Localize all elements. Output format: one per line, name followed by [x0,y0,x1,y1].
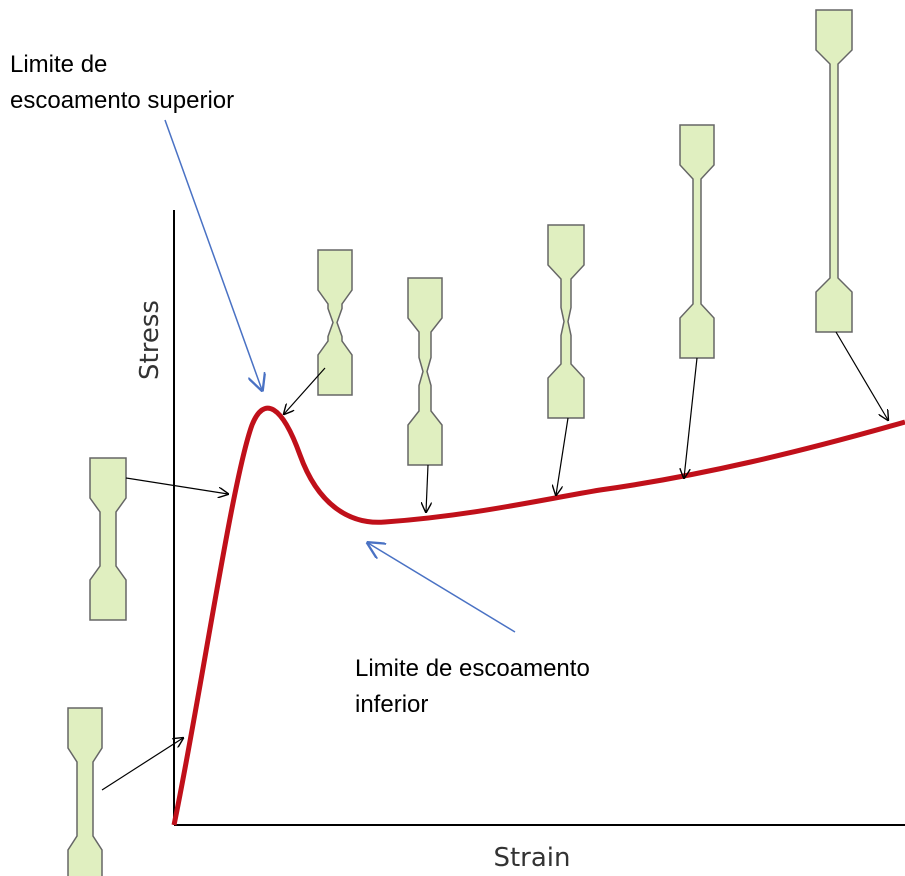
specimen [317,249,353,396]
arrow [284,367,326,414]
specimen [547,224,585,419]
specimen [679,124,715,359]
pointer-arrows [101,331,888,791]
annotation-text: escoamento superior [10,87,234,114]
x-axis-label: Strain [493,843,570,873]
specimen [815,9,853,333]
y-axis-label: Stress [135,300,165,380]
specimen [407,277,443,466]
arrow [101,738,183,791]
arrow [684,357,698,478]
arrow [556,417,569,495]
specimen [67,707,103,876]
arrow [835,331,888,420]
arrow [125,477,228,494]
specimen [89,457,127,621]
annotation-text: Limite de escoamento [355,655,590,682]
annotation-arrow [368,543,516,633]
specimens [67,9,853,876]
stress-strain-curve [171,405,905,826]
annotation-text: Limite de [10,51,107,78]
annotation-text: inferior [355,691,428,718]
annotation-arrow [164,119,262,390]
arrow [426,464,428,512]
